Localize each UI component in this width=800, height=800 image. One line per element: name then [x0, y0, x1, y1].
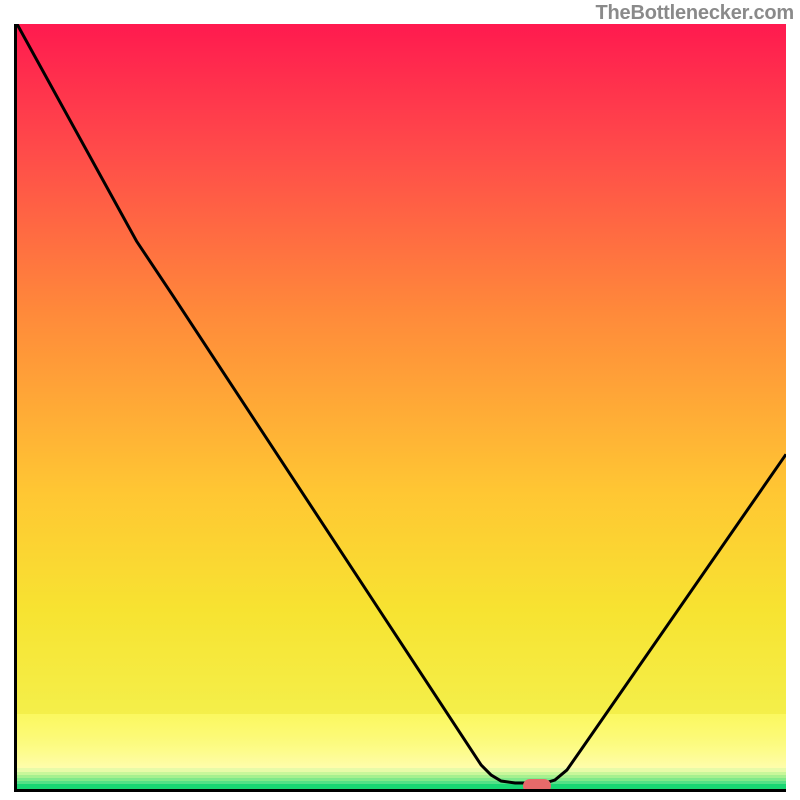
curve-layer [17, 24, 786, 789]
bottleneck-curve-path [17, 24, 786, 783]
plot-area [14, 24, 786, 792]
watermark-text: TheBottlenecker.com [596, 2, 795, 25]
chart-container: TheBottlenecker.com [0, 0, 800, 800]
optimal-marker [523, 779, 551, 792]
